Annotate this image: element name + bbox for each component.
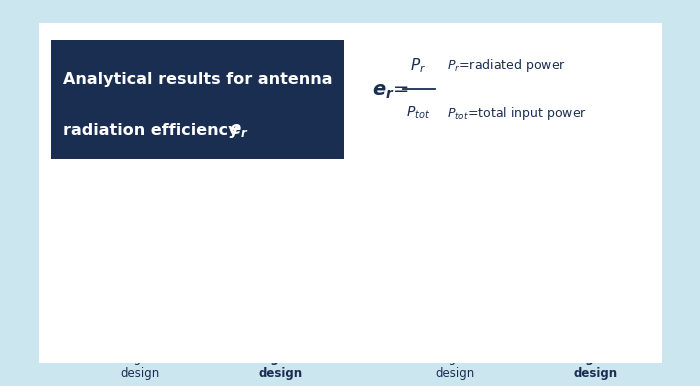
FancyBboxPatch shape bbox=[51, 40, 344, 159]
Bar bbox=[108, 228, 172, 347]
Text: 5GHz: 5GHz bbox=[190, 137, 230, 151]
Text: $\bfit{e_r}$=: $\bfit{e_r}$= bbox=[372, 81, 409, 101]
Text: Analytical results for antenna: Analytical results for antenna bbox=[64, 72, 333, 87]
Text: radiation efficiency: radiation efficiency bbox=[64, 123, 244, 138]
Y-axis label: Radiation efficiency
(%) @28GHz: Radiation efficiency (%) @28GHz bbox=[356, 201, 377, 312]
Bar bbox=[248, 166, 312, 347]
Bar bbox=[564, 166, 626, 347]
Text: $P_r$: $P_r$ bbox=[410, 56, 426, 75]
Text: $\bfit{e_r}$: $\bfit{e_r}$ bbox=[228, 121, 248, 139]
Text: $P_{tot}$=total input power: $P_{tot}$=total input power bbox=[447, 105, 587, 122]
Bar bbox=[424, 228, 486, 347]
Y-axis label: Radiation efficiency
(%) @5GHz: Radiation efficiency (%) @5GHz bbox=[41, 201, 62, 312]
Text: $P_r$=radiated power: $P_r$=radiated power bbox=[447, 57, 566, 74]
Text: 28GHz: 28GHz bbox=[500, 137, 550, 151]
Text: $P_{tot}$: $P_{tot}$ bbox=[407, 105, 430, 121]
